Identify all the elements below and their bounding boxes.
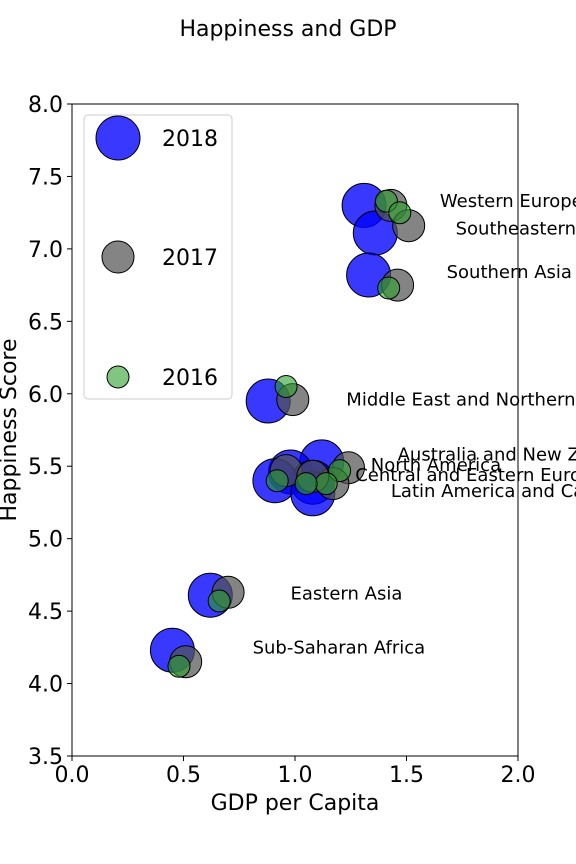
legend: 2018 2017 2016 bbox=[83, 114, 233, 400]
chart-title: Happiness and GDP bbox=[179, 17, 396, 42]
legend-label-2017: 2017 bbox=[162, 246, 218, 271]
scatter-marks bbox=[149, 182, 426, 679]
x-tick-label-1: 0.5 bbox=[166, 763, 201, 788]
y-tick-label-3: 5.0 bbox=[28, 528, 63, 553]
x-tick-label-0: 0.0 bbox=[55, 763, 90, 788]
y-tick-label-8: 7.5 bbox=[28, 165, 63, 190]
y-tick-label-7: 7.0 bbox=[28, 238, 63, 263]
y-tick-label-0: 3.5 bbox=[28, 745, 63, 770]
annotation-4: Australia and New Zealand bbox=[398, 445, 576, 466]
y-axis-ticks: 3.5 4.0 4.5 5.0 5.5 6.0 6.5 7.0 7.5 8.0 bbox=[28, 93, 72, 770]
point-2016-7 bbox=[265, 469, 289, 493]
y-tick-label-6: 6.5 bbox=[28, 310, 63, 335]
legend-marker-2017 bbox=[101, 240, 135, 274]
legend-label-2016: 2016 bbox=[162, 366, 218, 391]
annotation-0: Western Europe bbox=[440, 191, 576, 212]
y-axis-label: Happiness Score bbox=[0, 338, 22, 521]
legend-box bbox=[83, 114, 233, 400]
annotation-6: Central and Eastern Europe bbox=[355, 465, 576, 486]
y-tick-label-9: 8.0 bbox=[28, 93, 63, 118]
annotation-3: Middle East and Northern Africa bbox=[346, 390, 576, 411]
y-tick-label-5: 6.0 bbox=[28, 383, 63, 408]
point-2016-9 bbox=[167, 654, 191, 678]
y-tick-label-2: 4.5 bbox=[28, 600, 63, 625]
point-2016-2 bbox=[377, 276, 401, 300]
region-annotations: Western Europe Southeastern Asia Southern … bbox=[253, 191, 576, 658]
x-axis-ticks: 0.0 0.5 1.0 1.5 2.0 bbox=[55, 756, 536, 788]
legend-label-2018: 2018 bbox=[162, 127, 218, 152]
point-2016-3 bbox=[274, 375, 298, 398]
legend-marker-2016 bbox=[106, 365, 130, 389]
point-2016-1 bbox=[388, 201, 412, 225]
annotation-5: North America bbox=[371, 455, 501, 476]
point-2016-6 bbox=[294, 472, 318, 496]
annotation-9: Sub-Saharan Africa bbox=[253, 637, 426, 658]
y-tick-label-4: 5.5 bbox=[28, 455, 63, 480]
x-tick-label-4: 2.0 bbox=[501, 763, 536, 788]
x-tick-label-3: 1.5 bbox=[389, 763, 424, 788]
annotation-1: Southeastern Asia bbox=[456, 219, 576, 240]
x-axis-label: GDP per Capita bbox=[211, 791, 380, 816]
point-2016-5 bbox=[314, 472, 338, 496]
y-tick-label-1: 4.0 bbox=[28, 673, 63, 698]
legend-marker-2018 bbox=[95, 115, 141, 161]
annotation-7: Latin America and Caribbean bbox=[391, 481, 576, 502]
point-2016-8 bbox=[207, 589, 231, 613]
annotation-8: Eastern Asia bbox=[291, 584, 403, 605]
annotation-2: Southern Asia bbox=[447, 262, 572, 283]
x-tick-label-2: 1.0 bbox=[278, 763, 313, 788]
